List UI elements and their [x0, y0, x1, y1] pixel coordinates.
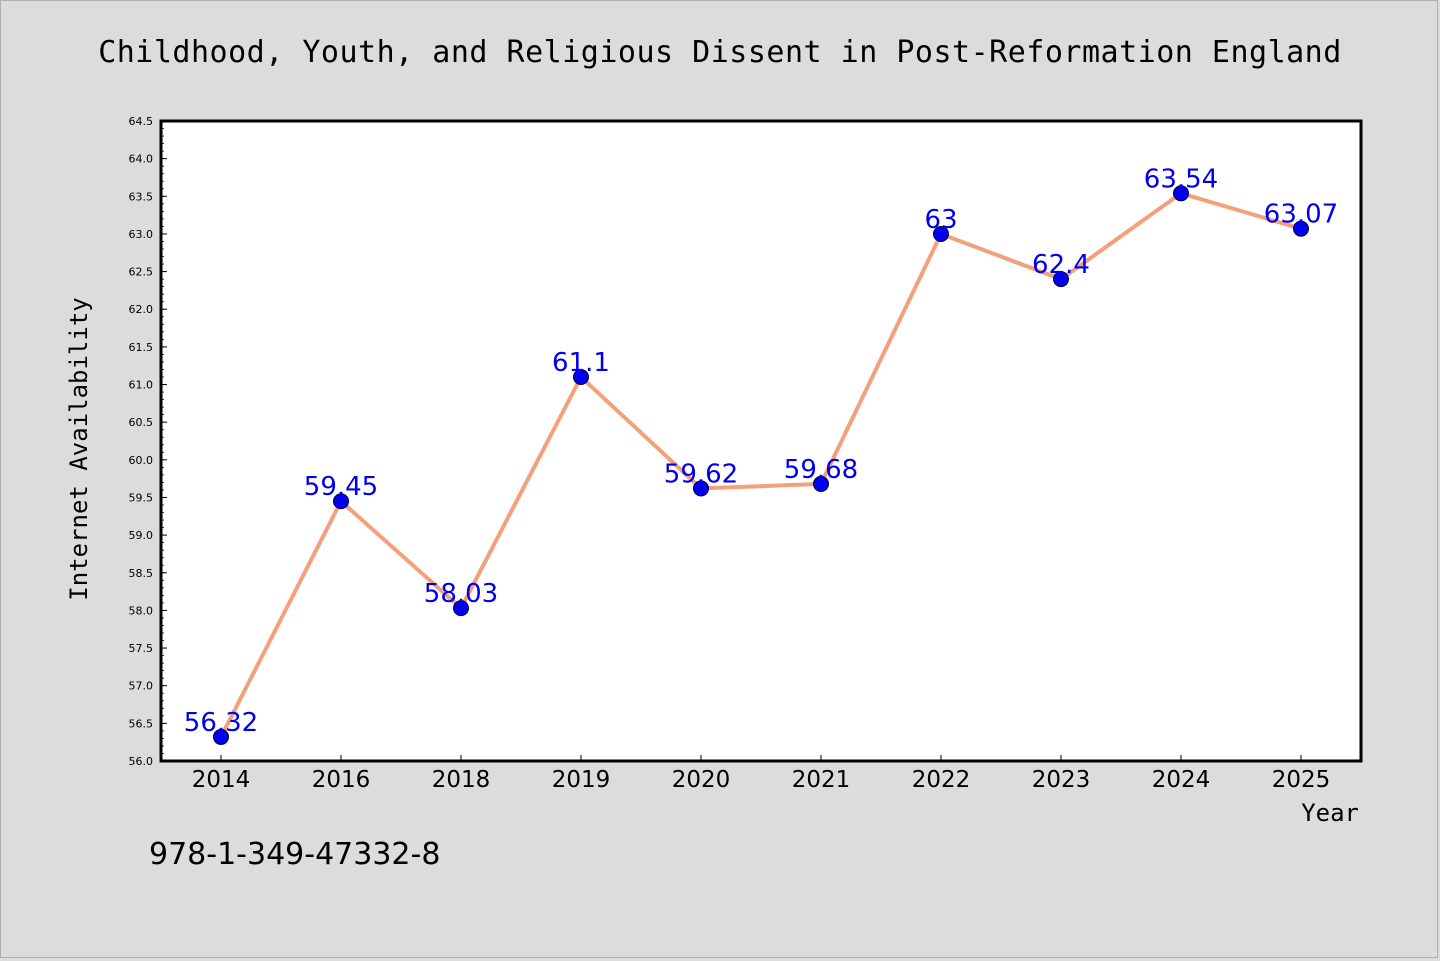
x-axis: 2014 2016 2018 2019 2020 2021 2022 2023 2024 2025 [192, 755, 1331, 793]
data-labels: 56.32 59.45 58.03 61.1 59.62 59.68 63 62.4 63.54… [184, 164, 1338, 738]
y-tick-label: 64.0 [129, 153, 154, 166]
x-tick-label: 2022 [912, 767, 971, 793]
x-tick-label: 2019 [552, 767, 611, 793]
y-tick-label: 57.0 [129, 680, 154, 693]
data-point [693, 480, 709, 497]
x-axis-title: Year [1301, 799, 1359, 827]
y-tick-label: 63.0 [129, 228, 154, 241]
y-tick-label: 61.0 [129, 379, 154, 392]
data-label: 61.1 [552, 348, 610, 378]
y-tick-label: 62.5 [129, 266, 154, 279]
y-tick-label: 59.5 [129, 491, 154, 504]
x-tick-label: 2023 [1032, 767, 1091, 793]
y-tick-label: 57.5 [129, 642, 154, 655]
data-label: 58.03 [424, 579, 498, 609]
data-label: 63.07 [1264, 200, 1338, 230]
x-tick-label: 2025 [1272, 767, 1331, 793]
data-point [1293, 220, 1309, 237]
data-point [573, 369, 589, 385]
data-label: 63 [924, 205, 957, 235]
y-axis: 56.0 56.5 57.0 57.5 58.0 58.5 59.0 59.5 60.0 60.5… [129, 115, 167, 768]
y-tick-label: 56.5 [129, 717, 154, 730]
data-label: 59.62 [664, 459, 738, 489]
data-point [1173, 185, 1189, 202]
y-tick-label: 58.0 [129, 604, 154, 617]
y-tick-label: 56.0 [129, 755, 154, 768]
data-point [1053, 271, 1069, 288]
data-label: 59.68 [784, 455, 858, 485]
y-axis-title: Internet Availability [65, 297, 93, 600]
chart-title: Childhood, Youth, and Religious Dissent … [98, 35, 1342, 70]
plot-area [159, 119, 1363, 763]
data-point [933, 225, 949, 242]
data-label: 62.4 [1032, 250, 1090, 280]
x-tick-label: 2021 [792, 767, 851, 793]
x-tick-label: 2018 [432, 767, 491, 793]
data-point [453, 600, 469, 617]
data-label: 56.32 [184, 708, 258, 738]
x-tick-label: 2016 [312, 767, 371, 793]
y-tick-label: 60.5 [129, 416, 154, 429]
y-tick-label: 60.0 [129, 454, 154, 467]
y-tick-label: 59.0 [129, 529, 154, 542]
series-group [213, 185, 1309, 745]
x-tick-label: 2020 [672, 767, 731, 793]
y-tick-label: 64.5 [129, 115, 154, 128]
data-label: 59.45 [304, 472, 378, 502]
series-line [219, 191, 1303, 739]
y-tick-label: 62.0 [129, 303, 154, 316]
x-tick-label: 2024 [1152, 767, 1211, 793]
y-tick-label: 63.5 [129, 190, 154, 203]
x-tick-label: 2014 [192, 767, 251, 793]
data-point [813, 475, 829, 492]
y-tick-label: 58.5 [129, 567, 154, 580]
data-point [333, 493, 349, 510]
data-point [213, 728, 229, 745]
data-label: 63.54 [1144, 164, 1218, 194]
y-tick-label: 61.5 [129, 341, 154, 354]
isbn-text: 978-1-349-47332-8 [149, 837, 441, 872]
